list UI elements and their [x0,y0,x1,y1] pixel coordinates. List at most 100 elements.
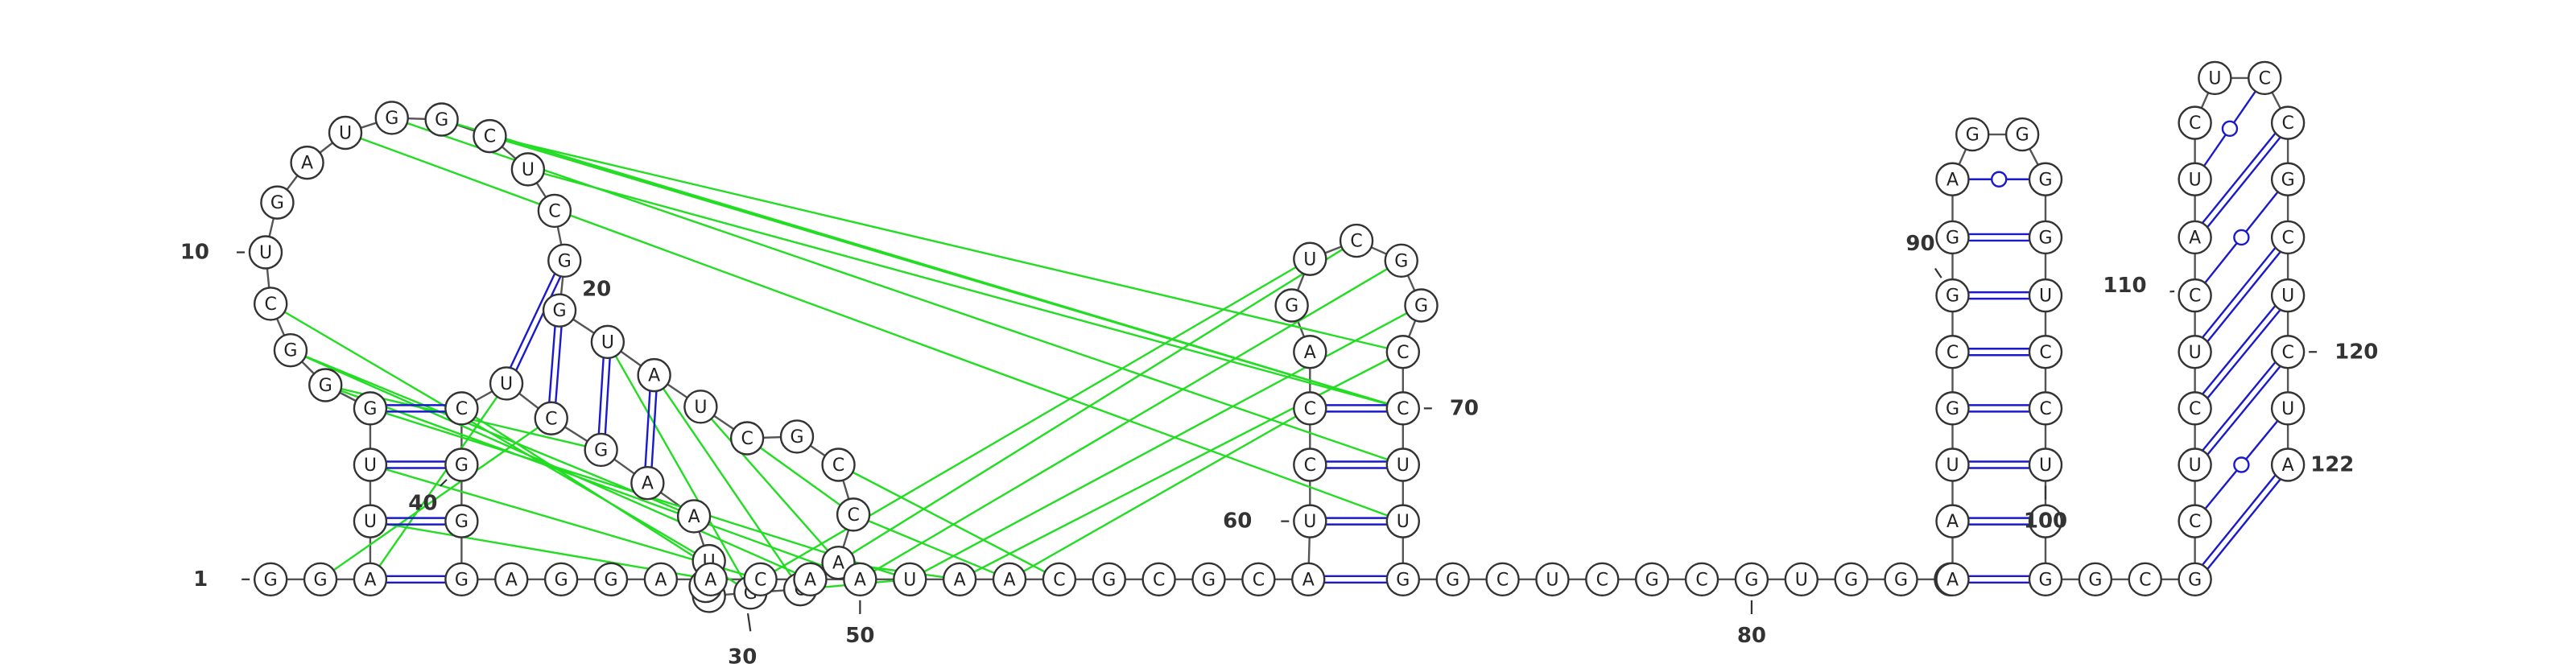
tertiary-interaction [270,303,710,563]
nucleotide-63: A [1293,335,1327,369]
nucleotide-98: C [2028,335,2063,369]
nucleotide-letter: G [1414,296,1428,316]
nucleotide-12: A [290,145,324,180]
base-pair [597,341,606,450]
nucleotide-letter: U [364,456,377,476]
nucleotide-letter: G [553,301,567,321]
nucleotide-78: G [1634,562,1670,597]
nucleotide-letter: A [1946,512,1959,532]
nucleotide-circle [2270,391,2306,426]
nucleotide-circle [542,293,577,328]
nucleotide-circle [353,447,388,482]
nucleotide-circle [1935,447,1970,482]
nucleotide-circle [1092,562,1126,597]
nucleotide-letter: C [548,201,560,221]
nucleotide-circle [2198,60,2232,96]
nucleotide-48: C [743,562,778,597]
nucleotide-circle [1293,241,1327,276]
nucleotide-circle [2270,335,2306,369]
tertiary-interaction [700,406,840,563]
nucleotide-117: G [2270,162,2306,196]
nucleotide-106: C [2178,504,2212,538]
nucleotide-36: G [584,432,618,468]
nucleotide-circle [2270,278,2306,313]
nucleotide-46: A [643,562,679,597]
nucleotide-letter: U [1303,512,1316,532]
nucleotide-circle [534,401,568,435]
nucleotide-circle [2028,162,2063,196]
nucleotide-24: C [729,421,765,456]
nucleotide-circle [1884,562,1918,597]
nucleotide-letter: G [790,427,803,447]
nucleotide-circle [836,497,871,532]
nucleotide-letter: U [2189,456,2202,476]
nucleotide-letter: G [1396,570,1410,590]
position-label-10: 10 [180,241,209,265]
nucleotide-letter: C [2189,287,2201,307]
nucleotide-letter: U [1946,456,1959,476]
nucleotide-circle [1385,504,1421,538]
nucleotide-letter: C [484,127,496,147]
nucleotide-letter: G [435,110,448,130]
nucleotide-circle [537,193,572,229]
nucleotide-4: U [353,504,388,538]
nucleotide-circle [2178,447,2212,482]
wobble-pair-marker [2233,229,2250,246]
nucleotide-circle [2028,278,2063,313]
nucleotide-11: G [260,185,295,220]
nucleotide-letter: C [1695,570,1707,590]
nucleotide-20: G [542,293,577,328]
nucleotide-letter: U [2281,287,2294,307]
nucleotide-letter: G [1946,287,1959,307]
nucleotide-circle [510,152,546,187]
base-pair [2191,234,2286,351]
nucleotide-circle [253,562,288,597]
nucleotide-letter: A [704,570,716,590]
label-tick [746,612,752,632]
nucleotide-letter: A [1946,570,1959,590]
nucleotide-letter: A [804,570,816,590]
nucleotide-104: C [2128,562,2162,597]
nucleotide-9: C [253,287,288,321]
nucleotide-40: G [444,447,479,482]
position-label-120: 120 [2334,340,2378,364]
nucleotide-circle [2028,447,2063,482]
nucleotide-95: G [2028,162,2063,196]
nucleotide-107: U [2178,447,2212,482]
nucleotide-circle [2178,162,2212,196]
tertiary-interaction [527,168,1404,410]
nucleotide-letter: U [339,124,352,144]
nucleotide-circle [1385,391,1421,426]
nucleotide-circle [1935,162,1970,196]
nucleotide-116: C [2270,105,2306,140]
nucleotide-120: C [2270,335,2306,369]
nucleotide-44: G [543,562,579,597]
nucleotide-circle [992,562,1027,597]
base-pair [547,310,558,419]
position-label-122: 122 [2310,453,2354,477]
nucleotide-letter: C [2039,512,2051,532]
nucleotide-circle [353,391,388,426]
nucleotide-circle [1435,562,1470,597]
nucleotide-80: G [1734,562,1769,597]
nucleotide-94: G [2004,117,2040,152]
tertiary-interaction [959,351,1404,580]
nucleotide-letter: A [654,570,667,590]
nucleotide-circle [1935,562,1970,597]
nucleotide-122: A [2270,447,2306,482]
nucleotide-letter: C [2281,343,2293,363]
tertiary-interaction [852,513,1010,580]
nucleotide-103: G [2078,562,2113,597]
nucleotide-letter: C [1153,570,1165,590]
nucleotide-56: C [1141,562,1176,597]
nucleotide-circle [253,287,288,321]
nucleotide-16: C [473,118,507,154]
tertiary-interaction [859,259,1402,580]
nucleotide-circle [444,391,479,426]
nucleotide-letter: C [1350,232,1362,252]
nucleotide-circle [2178,278,2212,313]
nucleotide-circle [1404,288,1439,323]
nucleotide-1: G [253,562,288,597]
base-pair [650,375,658,484]
nucleotide-circle [942,562,977,597]
